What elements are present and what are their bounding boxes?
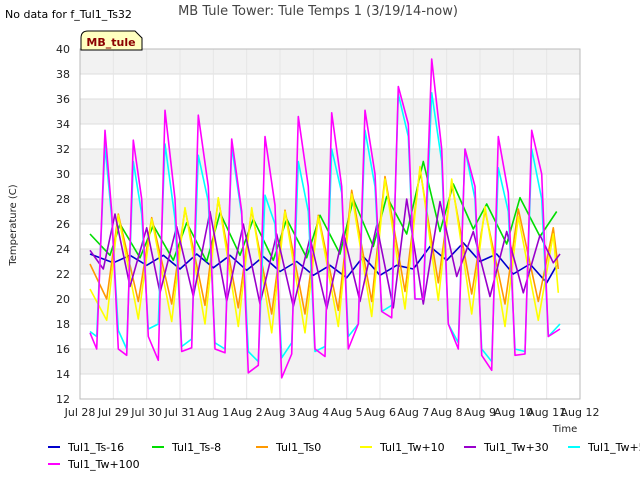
legend-label: Tul1_Tw+10 [379,441,445,454]
legend-label: Tul1_Tw+50 [587,441,640,454]
y-axis-label: Temperature (C) [8,184,19,266]
x-tick-label: Aug 3 [264,406,296,419]
chart-title: MB Tule Tower: Tule Temps 1 (3/19/14-now… [178,4,458,19]
y-tick-label: 16 [56,343,70,356]
series-layer [89,58,561,379]
y-tick-label: 28 [56,193,70,206]
series-line [89,242,558,284]
y-tick-label: 12 [56,393,70,406]
x-tick-label: Aug 11 [527,406,566,419]
x-tick-label: Aug 1 [197,406,229,419]
badge-shape [80,30,143,51]
series-line [89,58,561,379]
y-tick-label: 38 [56,68,70,81]
x-tick-label: Aug 9 [464,406,496,419]
legend-label: Tul1_Tw+100 [67,458,140,471]
no-data-notice: No data for f_Tul1_Ts32 [5,8,132,21]
plot-band [80,299,580,324]
x-tick-label: Aug 12 [561,406,600,419]
x-tick-label: Aug 10 [494,406,533,419]
legend-item: Tul1_Tw+50 [568,441,640,454]
y-tick-label: 30 [56,168,70,181]
plot-band [80,349,580,374]
legend-item: Tul1_Ts-16 [48,441,124,454]
legend-label: Tul1_Tw+30 [483,441,549,454]
y-tick-label: 18 [56,318,70,331]
plot-band [80,49,580,74]
x-tick-label: Jul 30 [130,406,162,419]
x-tick-label: Aug 7 [397,406,429,419]
legend: Tul1_Ts-16 Tul1_Ts-8 Tul1_Ts0 Tul1_Tw+10 Tul… [48,441,640,471]
legend-label: Tul1_Ts0 [275,441,321,454]
legend-item: Tul1_Tw+30 [464,441,549,454]
station-badge: MB_tule [80,30,143,51]
x-tick-label: Jul 29 [97,406,129,419]
legend-item: Tul1_Tw+10 [360,441,445,454]
y-tick-label: 14 [56,368,70,381]
x-tick-label: Aug 5 [331,406,363,419]
legend-item: Tul1_Ts-8 [152,441,221,454]
x-tick-label: Aug 6 [364,406,396,419]
x-tick-label: Aug 8 [431,406,463,419]
y-tick-label: 20 [56,293,70,306]
legend-label: Tul1_Ts-16 [67,441,124,454]
legend-item: Tul1_Tw+100 [48,458,140,471]
x-axis-label: Time [552,424,577,435]
y-tick-label: 26 [56,218,70,231]
y-tick-label: 34 [56,118,70,131]
y-tick-label: 24 [56,243,70,256]
x-tick-label: Aug 2 [231,406,263,419]
x-tick-label: Aug 4 [297,406,329,419]
plot-band [80,99,580,124]
legend-label: Tul1_Ts-8 [171,441,221,454]
legend-item: Tul1_Ts0 [256,441,321,454]
x-tick-label: Jul 31 [164,406,196,419]
y-tick-label: 40 [56,43,70,56]
y-tick-label: 36 [56,93,70,106]
badge-label: MB_tule [86,36,135,49]
y-axis: 12 14 16 18 20 22 24 26 28 30 32 34 36 38 40 [56,43,70,406]
x-tick-label: Jul 28 [64,406,96,419]
series-line [89,160,558,263]
y-tick-label: 22 [56,268,70,281]
y-tick-label: 32 [56,143,70,156]
plot-frame [79,48,581,400]
